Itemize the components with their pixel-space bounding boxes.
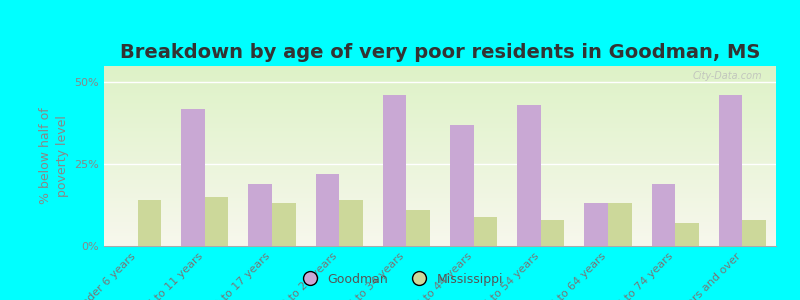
Bar bbox=[339, 200, 362, 246]
Bar bbox=[182, 109, 205, 246]
Bar bbox=[719, 95, 742, 246]
Bar bbox=[205, 197, 228, 246]
Bar bbox=[406, 210, 430, 246]
Bar bbox=[608, 203, 631, 246]
Bar bbox=[474, 217, 497, 246]
Legend: Goodman, Mississippi: Goodman, Mississippi bbox=[292, 268, 508, 291]
Bar bbox=[541, 220, 564, 246]
Bar bbox=[450, 125, 474, 246]
Bar bbox=[742, 220, 766, 246]
Bar bbox=[316, 174, 339, 246]
Bar bbox=[383, 95, 406, 246]
Text: City-Data.com: City-Data.com bbox=[693, 71, 762, 81]
Bar bbox=[675, 223, 698, 246]
Bar bbox=[138, 200, 161, 246]
Bar bbox=[585, 203, 608, 246]
Y-axis label: % below half of
poverty level: % below half of poverty level bbox=[39, 108, 69, 204]
Title: Breakdown by age of very poor residents in Goodman, MS: Breakdown by age of very poor residents … bbox=[120, 43, 760, 62]
Bar bbox=[272, 203, 295, 246]
Bar bbox=[518, 105, 541, 246]
Bar bbox=[249, 184, 272, 246]
Bar bbox=[652, 184, 675, 246]
